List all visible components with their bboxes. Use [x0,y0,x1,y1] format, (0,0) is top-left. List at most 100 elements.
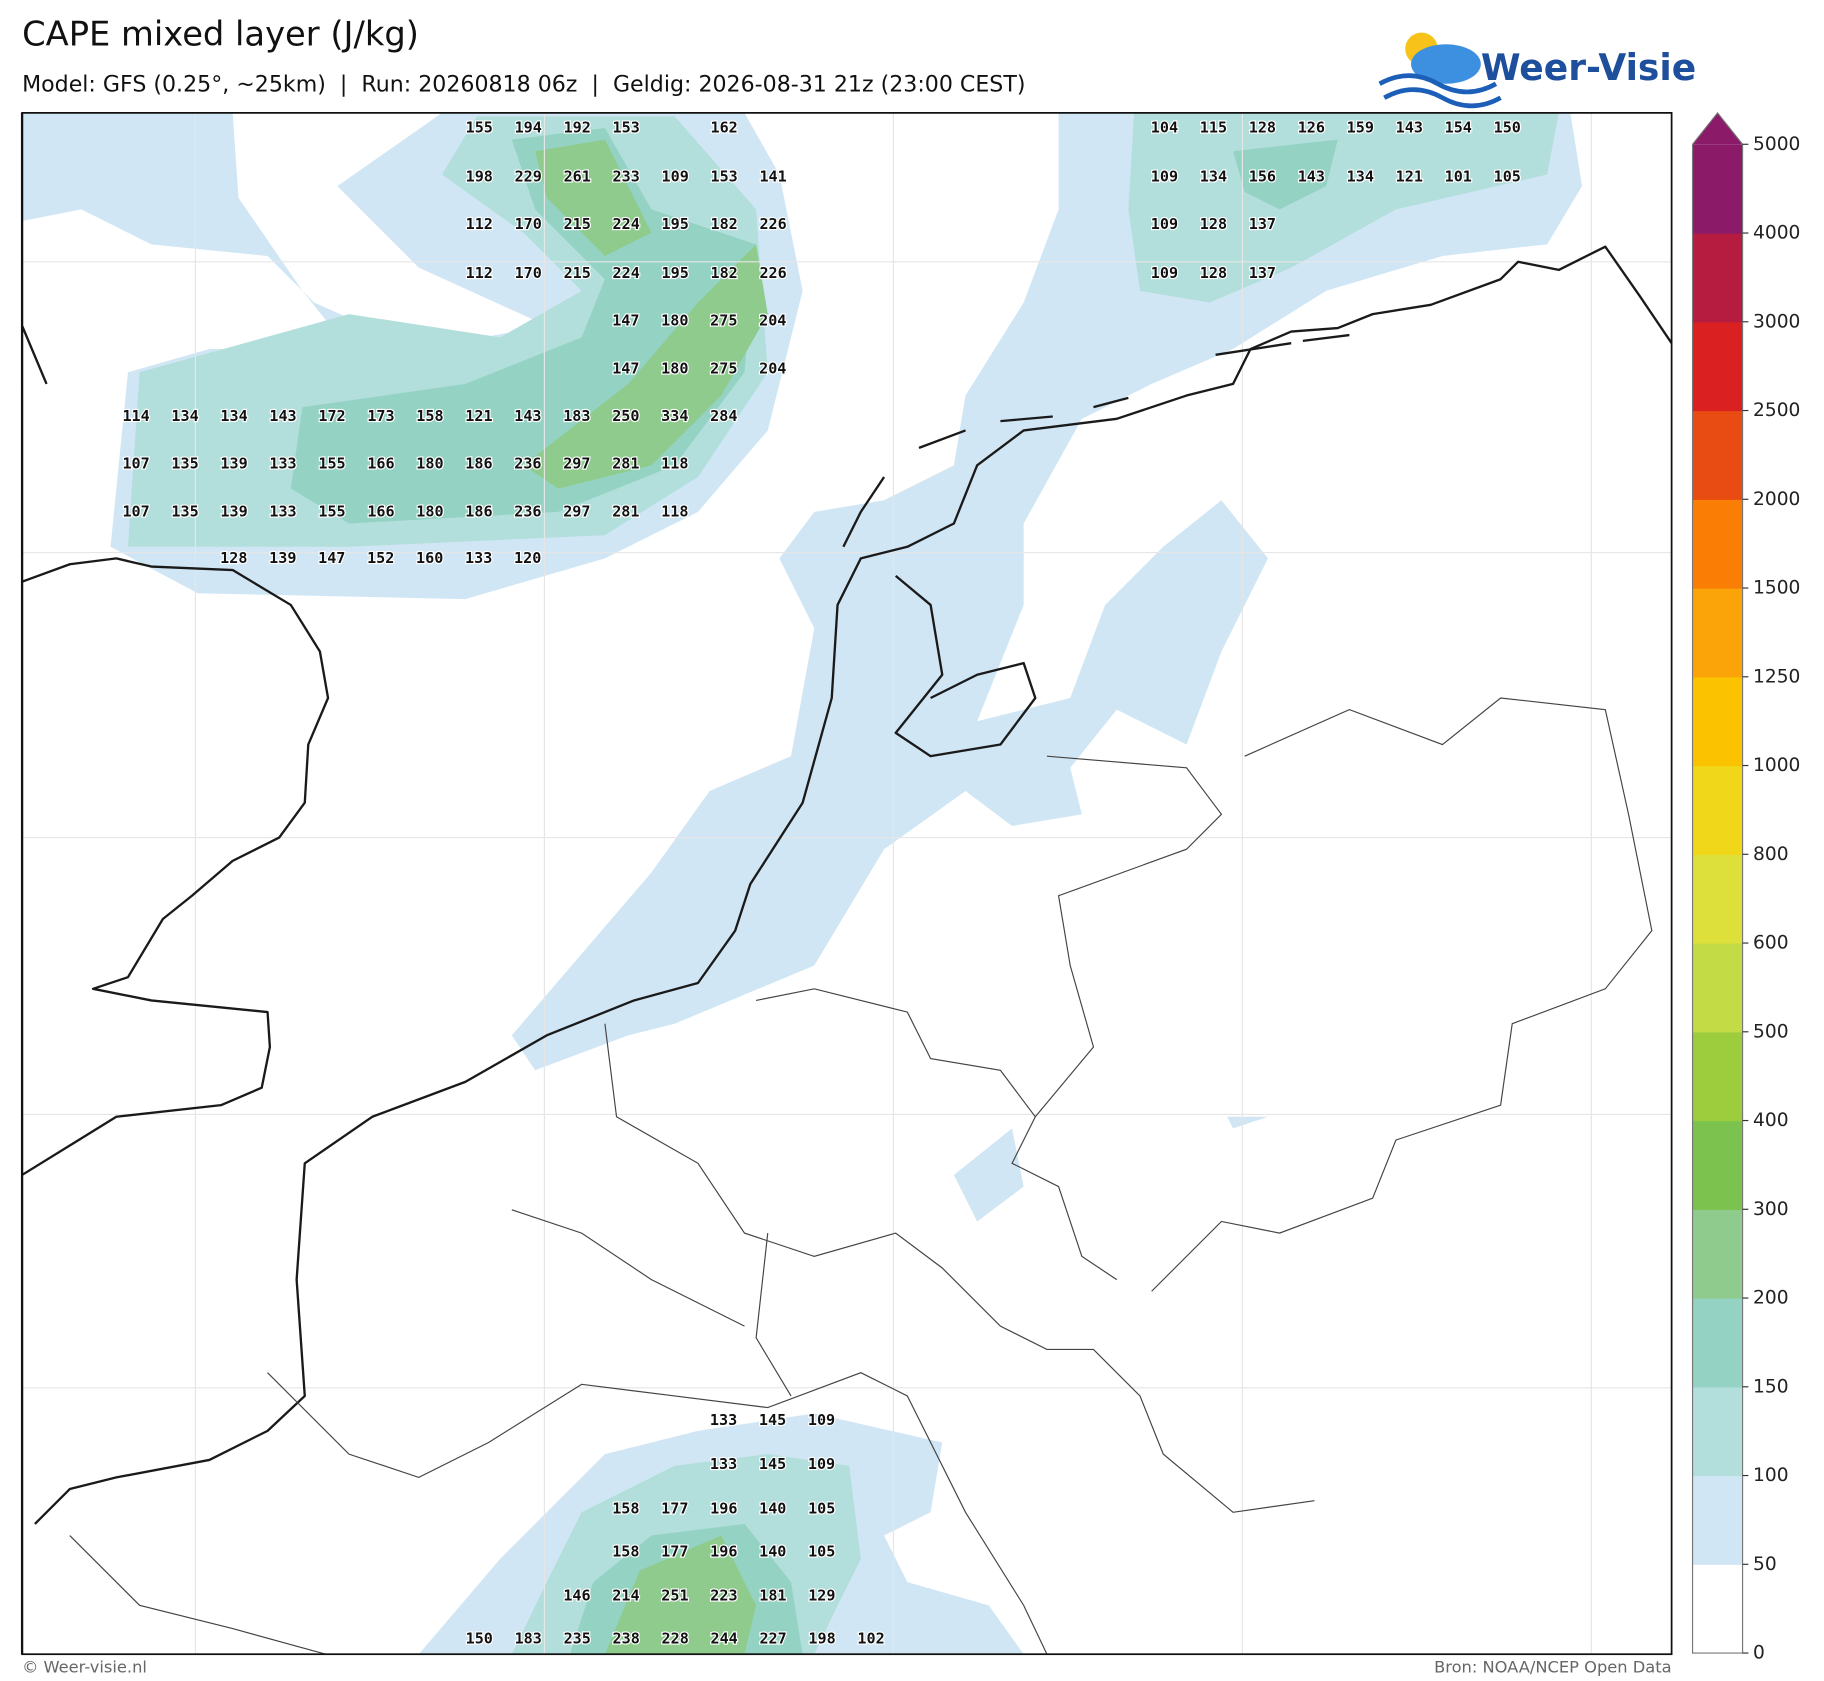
colorbar-tick-label: 500 [1753,1021,1789,1042]
cape-value: 153 [710,167,737,185]
cape-value: 238 [613,1630,640,1648]
colorbar-band [1692,144,1743,234]
cape-value: 118 [661,455,688,473]
cape-value: 147 [318,549,345,567]
cape-value: 158 [612,1542,639,1560]
colorbar-outline [1691,111,1744,1654]
cape-value: 158 [416,407,443,425]
cape-value: 181 [759,1587,786,1605]
cape-value: 134 [1200,167,1227,185]
cape-value: 159 [1347,119,1374,137]
logo: Weer-Visie [1378,32,1696,109]
colorbar-band [1692,588,1743,678]
cape-value: 105 [1494,167,1521,185]
colorbar-band [1692,233,1743,323]
cape-value: 275 [710,312,737,330]
cape-value: 156 [1249,167,1276,185]
cape-value: 154 [1445,119,1472,137]
cape-value: 166 [367,502,394,520]
cape-value: 120 [514,549,541,567]
border [604,1023,1315,1513]
cape-value: 204 [759,359,786,377]
map-frame [21,112,1673,1656]
cape-value: 236 [514,455,541,473]
cape-value: 118 [661,502,688,520]
colorbar-tick-label: 1000 [1753,755,1800,776]
colorbar-tick-label: 1250 [1753,666,1800,687]
cape-value: 128 [220,549,247,567]
cape-value: 105 [808,1499,835,1517]
cape-value: 261 [564,167,591,185]
cape-value: 133 [269,455,296,473]
cape-value: 158 [612,1499,639,1517]
borders [69,697,1653,1655]
cape-value: 137 [1249,264,1276,282]
cape-value: 133 [710,1455,737,1473]
title: CAPE mixed layer (J/kg) [22,15,419,54]
border [1151,697,1653,1292]
cape-labels: 155 194 192 153 162 198 229 261 233 109 153 141 112 1… [121,117,1522,1648]
cape-value: 173 [367,407,394,425]
cape-value: 147 [612,359,639,377]
cape-value: 182 [710,264,737,282]
cape-value: 226 [759,264,786,282]
cape-value: 155 [318,455,345,473]
cape-value: 133 [269,502,296,520]
cape-value: 275 [710,359,737,377]
cape-value: 180 [416,455,443,473]
cape-value: 150 [466,1630,493,1648]
cape-value: 195 [662,264,689,282]
colorbar-band [1692,765,1743,855]
colorbar-tick-label: 3000 [1753,311,1800,332]
logo-text: Weer-Visie [1481,47,1696,89]
colorbar-tick-label: 400 [1753,1110,1789,1131]
colorbar-tick-label: 200 [1753,1288,1789,1309]
colorbar-tick-label: 300 [1753,1199,1789,1220]
cape-area [511,112,1583,1071]
cape-value: 236 [514,502,541,520]
cape-value: 135 [171,502,198,520]
cape-value: 143 [1396,119,1423,137]
cape-value: 170 [515,264,542,282]
colorbar-band [1692,1031,1743,1122]
cape-value: 224 [613,264,640,282]
cape-value: 134 [220,407,247,425]
cape-value: 215 [564,215,591,233]
colorbar-band [1692,854,1743,944]
cape-value: 251 [661,1587,688,1605]
subtitle: Model: GFS (0.25°, ~25km) | Run: 2026081… [22,71,1025,97]
footer-left: © Weer-visie.nl [22,1658,147,1677]
colorbar-band [1692,1120,1743,1210]
cape-value: 109 [808,1411,835,1429]
cape-shading [22,112,1583,1655]
cape-value: 101 [1445,167,1472,185]
cape-value: 196 [710,1499,737,1517]
cape-value: 105 [808,1542,835,1560]
cape-value: 134 [171,407,198,425]
cape-value: 155 [466,119,493,137]
cape-value: 107 [122,502,149,520]
border [1034,755,1223,1118]
cape-value: 102 [857,1630,884,1648]
cape-value: 145 [759,1455,786,1473]
cape-value: 198 [466,167,493,185]
cape-value: 172 [318,407,345,425]
cape-value: 139 [220,455,247,473]
cape-area [604,1535,757,1655]
coastline [894,574,1037,758]
colorbar-tick-label: 100 [1753,1465,1789,1486]
colorbar-tick-label: 600 [1753,933,1789,954]
cape-value: 233 [613,167,640,185]
cape-value: 137 [1249,215,1276,233]
cape-value: 182 [710,215,737,233]
cape-value: 139 [220,502,247,520]
cape-value: 194 [515,119,542,137]
colorbar-tick-label: 2500 [1753,400,1800,421]
island [842,333,1350,548]
cape-value: 104 [1151,119,1178,137]
colorbar-extend [1692,112,1743,145]
cape-value: 186 [465,455,492,473]
cape-value: 244 [710,1630,737,1648]
